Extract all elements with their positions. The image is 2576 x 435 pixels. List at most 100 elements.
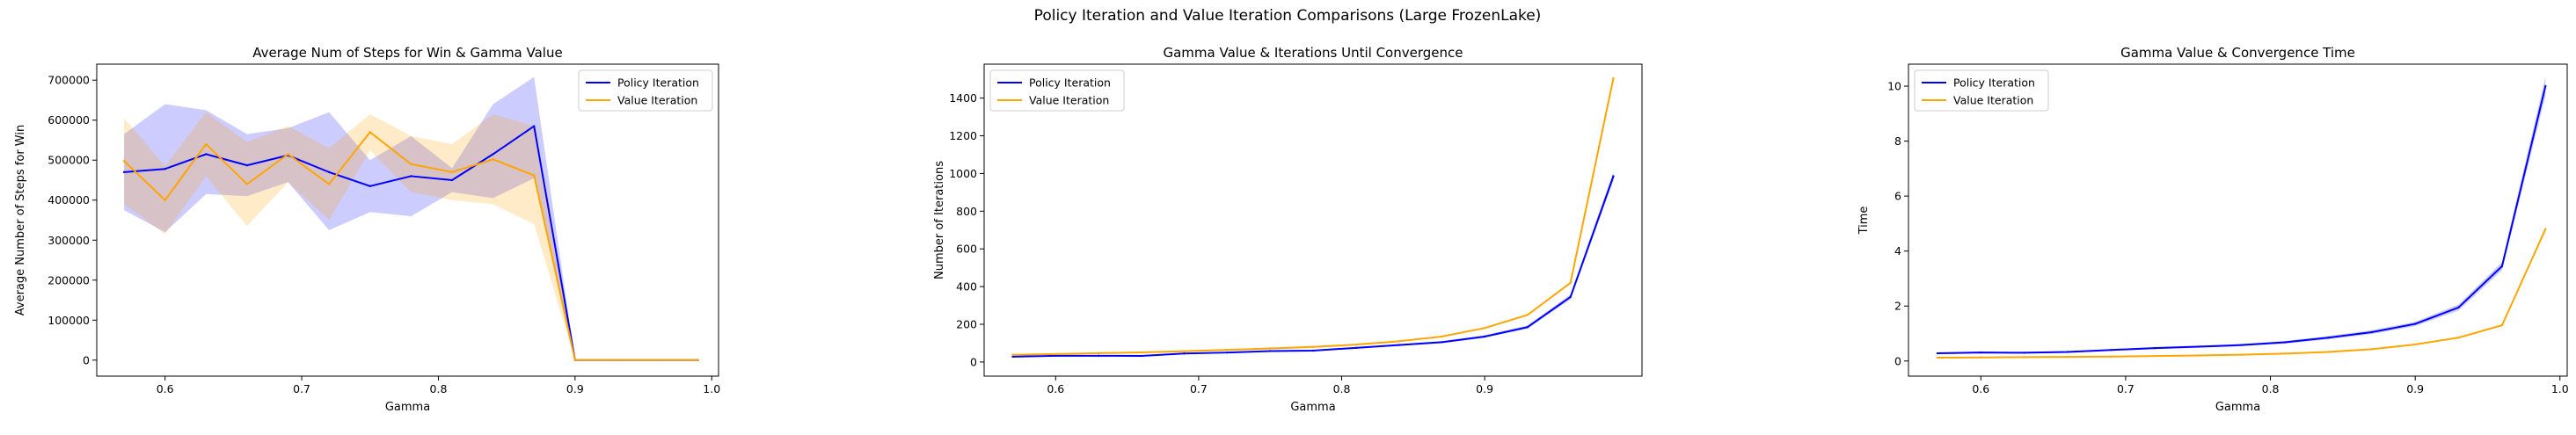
legend-label-policy: Policy Iteration xyxy=(1029,76,1111,90)
data-point-policy xyxy=(1269,350,1272,352)
data-point-value xyxy=(1569,281,1572,285)
data-point-value xyxy=(450,170,454,174)
data-point-value xyxy=(245,183,249,185)
chart-title: Gamma Value & Convergence Time xyxy=(2120,45,2355,61)
y-tick-label: 600 xyxy=(956,243,977,256)
data-point-value xyxy=(2500,323,2504,327)
y-axis-label: Average Number of Steps for Win xyxy=(14,125,27,315)
data-point-value xyxy=(2066,355,2069,359)
y-tick-label: 200000 xyxy=(47,273,90,286)
data-point-policy xyxy=(2197,345,2200,348)
data-point-value xyxy=(1183,350,1186,352)
data-point-policy xyxy=(1183,352,1186,355)
data-point-policy xyxy=(164,168,166,170)
x-axis-label: Gamma xyxy=(2215,401,2260,414)
data-point-value xyxy=(327,183,331,185)
data-point-policy xyxy=(1980,351,1982,354)
x-tick-label: 0.7 xyxy=(2117,382,2135,395)
data-point-policy xyxy=(1054,354,1057,358)
confidence-band-policy xyxy=(1937,76,2546,354)
data-point-policy xyxy=(122,170,126,174)
x-tick-label: 0.7 xyxy=(293,382,310,395)
data-point-value xyxy=(1054,352,1057,356)
data-point-value xyxy=(1441,335,1443,338)
data-point-value xyxy=(573,359,577,361)
chart-title: Average Num of Steps for Win & Gamma Val… xyxy=(252,45,562,61)
y-tick-label: 400 xyxy=(956,280,977,294)
data-point-value xyxy=(205,142,208,146)
data-point-policy xyxy=(1526,326,1529,329)
x-tick-label: 0.6 xyxy=(1972,382,1989,395)
data-point-value xyxy=(1311,345,1315,348)
data-point-policy xyxy=(1441,341,1443,344)
data-point-policy xyxy=(1483,335,1486,338)
legend: Policy Iteration Value Iteration xyxy=(578,69,713,112)
data-point-value xyxy=(287,153,289,156)
axes-frame xyxy=(1908,63,2568,377)
data-point-policy xyxy=(205,153,208,156)
data-point-value xyxy=(1140,351,1143,354)
x-tick-label: 1.0 xyxy=(703,382,720,395)
y-tick-label: 400000 xyxy=(47,193,90,207)
x-tick-label: 0.7 xyxy=(1190,382,1208,395)
series-line-value xyxy=(1012,77,1615,356)
y-tick-label: 2 xyxy=(1894,300,1901,313)
data-point-policy xyxy=(2327,337,2330,339)
legend-label-value: Value Iteration xyxy=(1953,94,2033,107)
x-tick-label: 0.9 xyxy=(1476,382,1493,395)
data-point-policy xyxy=(245,163,249,167)
chart-3: Gamma Value & Convergence Time 0.6 0.7 0.8 0… xyxy=(1857,45,2569,414)
data-point-value xyxy=(2153,354,2156,358)
data-point-value xyxy=(2197,354,2200,357)
data-point-policy xyxy=(533,125,536,127)
confidence-band-policy xyxy=(1012,171,1614,358)
y-tick-label: 100000 xyxy=(47,314,90,327)
x-tick-label: 0.8 xyxy=(1333,382,1351,395)
x-axis-label: Gamma xyxy=(1290,401,1335,414)
y-tick-label: 8 xyxy=(1894,134,1901,148)
x-tick-label: 0.8 xyxy=(430,382,448,395)
y-tick-label: 6 xyxy=(1894,190,1901,203)
data-point-value xyxy=(655,359,659,361)
confidence-band-value xyxy=(124,112,698,360)
data-point-value xyxy=(1526,314,1529,316)
legend-box xyxy=(989,69,1125,112)
data-point-value xyxy=(615,359,617,361)
legend-box xyxy=(578,69,713,112)
data-point-value xyxy=(1097,352,1100,355)
legend: Policy Iteration Value Iteration xyxy=(1914,69,2049,112)
legend-label-policy: Policy Iteration xyxy=(617,76,699,90)
y-tick-label: 500000 xyxy=(47,154,90,167)
data-point-policy xyxy=(1097,354,1100,358)
data-point-policy xyxy=(2066,351,2069,353)
data-point-value xyxy=(2457,337,2460,339)
y-tick-label: 1400 xyxy=(949,91,977,105)
chart-2: Gamma Value & Iterations Until Convergen… xyxy=(933,45,1643,414)
chart-title: Gamma Value & Iterations Until Convergen… xyxy=(1163,45,1463,61)
data-point-value xyxy=(369,131,371,134)
series-line-policy xyxy=(1937,85,2547,355)
data-point-policy xyxy=(1569,295,1572,299)
data-point-value xyxy=(2370,348,2373,351)
x-tick-label: 0.9 xyxy=(2406,382,2424,395)
data-point-policy xyxy=(450,178,454,182)
data-point-value xyxy=(2240,353,2243,356)
axes-frame xyxy=(96,63,719,377)
data-point-value xyxy=(697,359,699,361)
data-point-value xyxy=(1483,327,1486,330)
legend-label-value: Value Iteration xyxy=(1029,94,1109,107)
data-point-policy xyxy=(1140,354,1143,358)
legend-box xyxy=(1914,69,2049,112)
y-tick-label: 10 xyxy=(1887,80,1901,93)
data-point-policy xyxy=(2240,344,2243,346)
legend-label-value: Value Iteration xyxy=(617,94,697,107)
data-point-policy xyxy=(2413,323,2417,325)
data-point-policy xyxy=(2283,341,2287,344)
data-point-value xyxy=(1354,343,1357,346)
figure-title: Policy Iteration and Value Iteration Com… xyxy=(1034,7,1542,25)
series-line-value xyxy=(1937,228,2547,359)
data-point-value xyxy=(1269,347,1272,350)
data-point-policy xyxy=(2500,265,2504,268)
y-tick-label: 4 xyxy=(1894,244,1901,257)
data-point-policy xyxy=(369,185,371,188)
